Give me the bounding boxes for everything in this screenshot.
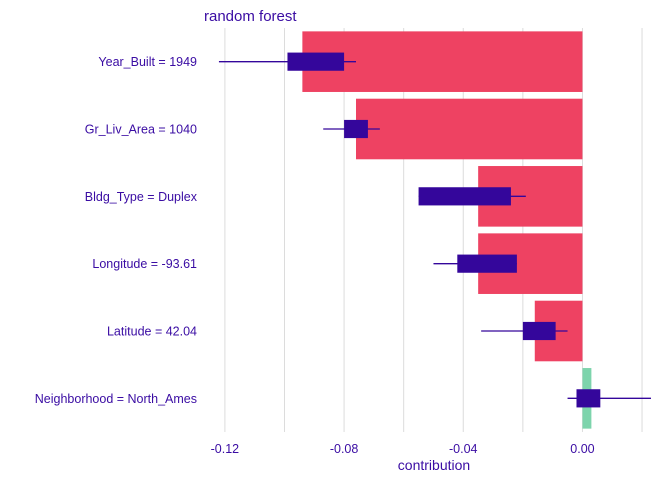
boxplot-box (522, 321, 556, 341)
boxplot-box (457, 254, 517, 273)
x-tick-label: 0.00 (570, 442, 594, 456)
category-label: Bldg_Type = Duplex (85, 190, 198, 204)
boxplot-box (344, 119, 368, 139)
boxplot-box (287, 52, 345, 71)
grid-lines (224, 28, 643, 432)
category-label: Gr_Liv_Area = 1040 (85, 123, 197, 137)
x-tick-label: -0.08 (330, 442, 359, 456)
category-label: Latitude = 42.04 (107, 325, 197, 339)
boxplot-box (418, 187, 511, 206)
category-label: Longitude = -93.61 (92, 257, 197, 271)
x-tick-label: -0.04 (449, 442, 478, 456)
x-axis-title: contribution (398, 457, 470, 473)
boxplot-box (576, 389, 601, 408)
category-labels: Year_Built = 1949 Gr_Liv_Area = 1040 Bldg_… (35, 55, 198, 406)
x-tick-labels: -0.12 -0.08 -0.04 0.00 (211, 442, 595, 456)
x-tick-label: -0.12 (211, 442, 240, 456)
contribution-bar (356, 98, 583, 160)
boxplots (218, 52, 651, 408)
chart-title: random forest (204, 8, 297, 25)
category-label: Year_Built = 1949 (98, 55, 197, 69)
category-label: Neighborhood = North_Ames (35, 392, 197, 406)
contribution-bars (302, 31, 592, 429)
